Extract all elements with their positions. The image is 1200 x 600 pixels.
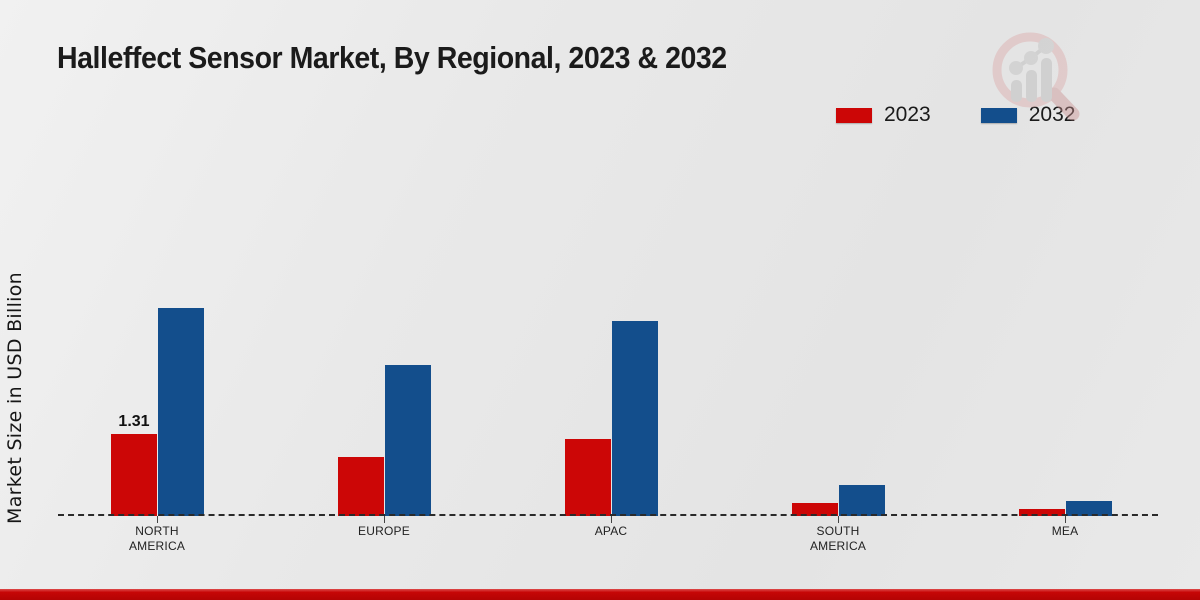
footer-accent-bar — [0, 589, 1200, 600]
bar-2023-europe — [338, 457, 384, 516]
legend: 2023 2032 — [836, 103, 1075, 127]
bar-value-label: 1.31 — [118, 413, 150, 430]
chart-title: Halleffect Sensor Market, By Regional, 2… — [57, 40, 727, 75]
bar-2023-north-america — [111, 434, 157, 516]
x-axis-label-europe: EUROPE — [358, 524, 410, 538]
bar-2032-south-america — [839, 485, 885, 516]
market-research-magnifier-logo-icon — [992, 32, 1080, 121]
legend-item-2032: 2032 — [980, 103, 1076, 127]
legend-swatch-2023 — [836, 107, 872, 123]
x-axis-tick — [1065, 516, 1066, 523]
bar-2023-mea — [1019, 509, 1065, 516]
bar-2032-mea — [1066, 501, 1112, 516]
bar-2023-south-america — [792, 503, 838, 516]
legend-swatch-2032 — [980, 107, 1017, 123]
legend-label-2023: 2023 — [884, 103, 931, 126]
x-axis-label-north-america: NORTH AMERICA — [128, 524, 186, 553]
legend-label-2032: 2032 — [1028, 103, 1076, 126]
bar-2032-europe — [385, 365, 431, 516]
x-axis-label-mea: MEA — [1051, 524, 1079, 538]
x-axis-tick — [157, 516, 158, 523]
legend-item-2023: 2023 — [836, 103, 931, 127]
bar-2023-apac — [565, 439, 611, 516]
x-axis-tick — [838, 516, 839, 523]
x-axis-baseline — [58, 514, 1158, 516]
bar-2032-apac — [612, 321, 658, 516]
x-axis-tick — [384, 516, 385, 523]
x-axis-label-apac: APAC — [594, 524, 628, 538]
x-axis-tick — [611, 516, 612, 523]
y-axis-label: Market Size in USD Billion — [4, 271, 26, 524]
x-axis-label-south-america: SOUTH AMERICA — [809, 524, 867, 553]
bar-2032-north-america — [158, 308, 204, 516]
